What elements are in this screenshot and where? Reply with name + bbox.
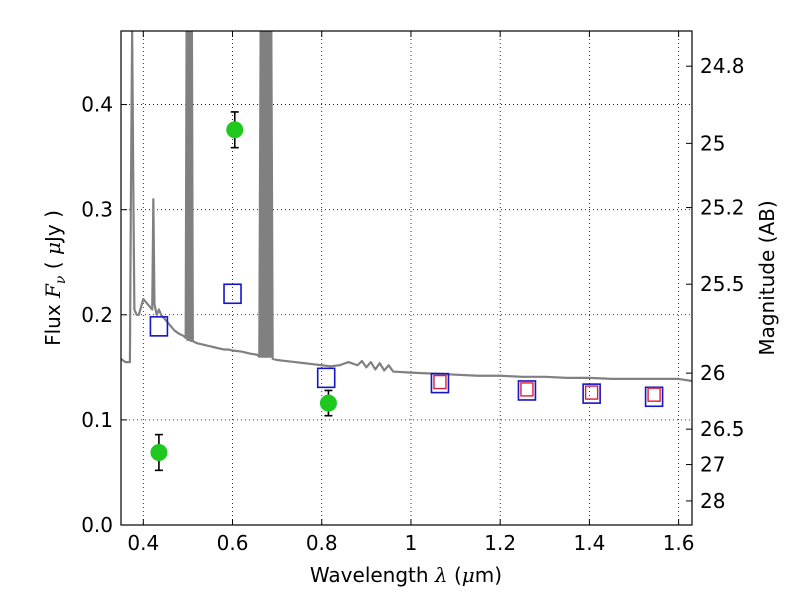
y2-tick-label-7: 28	[700, 489, 725, 513]
plot-frame	[120, 30, 693, 526]
y-tick-label-4: 0.4	[81, 93, 113, 117]
model-blue-point-4	[517, 380, 537, 401]
model-blue-point-6	[644, 386, 664, 408]
y-axis-label: Flux Fν ( μJy )	[41, 210, 69, 346]
model-red-point-2	[584, 385, 599, 400]
axis-ticks: 0.4 0.6 0.8 1 1.2 1.4 1.6 0.0 0.1 0.2 0.3 0.4 24.8 25…	[81, 31, 745, 555]
model-blue-point-3	[430, 372, 450, 394]
y-tick-label-0: 0.0	[81, 513, 113, 537]
y2-tick-label-3: 25.5	[700, 272, 745, 296]
model-red-point-1	[520, 382, 534, 397]
model-blue-point-2	[316, 367, 336, 389]
x-tick-label-2: 0.8	[306, 531, 338, 555]
y-tick-label-2: 0.2	[81, 303, 113, 327]
x-tick-label-6: 1.6	[663, 531, 695, 555]
observed-point-2	[319, 394, 337, 412]
y2-tick-label-1: 25	[700, 131, 725, 155]
y2-tick-label-5: 26.5	[700, 417, 745, 441]
model-blue-point-5	[582, 383, 601, 404]
y2-tick-label-6: 27	[700, 453, 725, 477]
y2-tick-label-4: 26	[700, 361, 725, 385]
plot-background	[121, 31, 692, 525]
x-tick-label-4: 1.2	[484, 531, 516, 555]
x-tick-label-3: 1	[405, 531, 418, 555]
model-red-point-0	[433, 374, 447, 390]
model-red-point-3	[647, 387, 661, 402]
observed-point-0	[150, 443, 168, 461]
y2-tick-label-0: 24.8	[700, 54, 745, 78]
y-tick-label-1: 0.1	[81, 408, 113, 432]
observed-point-1	[226, 121, 244, 139]
x-tick-label-0: 0.4	[127, 531, 159, 555]
model-blue-point-0	[149, 316, 169, 337]
x-tick-label-5: 1.4	[573, 531, 605, 555]
spectrum-line	[121, 31, 692, 383]
y2-axis-label: Magnitude (AB)	[755, 200, 779, 355]
plot-area	[121, 31, 692, 472]
model-blue-point-1	[223, 283, 242, 305]
x-axis-label: Wavelength λ (μm)	[310, 563, 502, 587]
y2-tick-label-2: 25.2	[700, 196, 745, 220]
x-tick-label-1: 0.6	[217, 531, 249, 555]
y-tick-label-3: 0.3	[81, 198, 113, 222]
